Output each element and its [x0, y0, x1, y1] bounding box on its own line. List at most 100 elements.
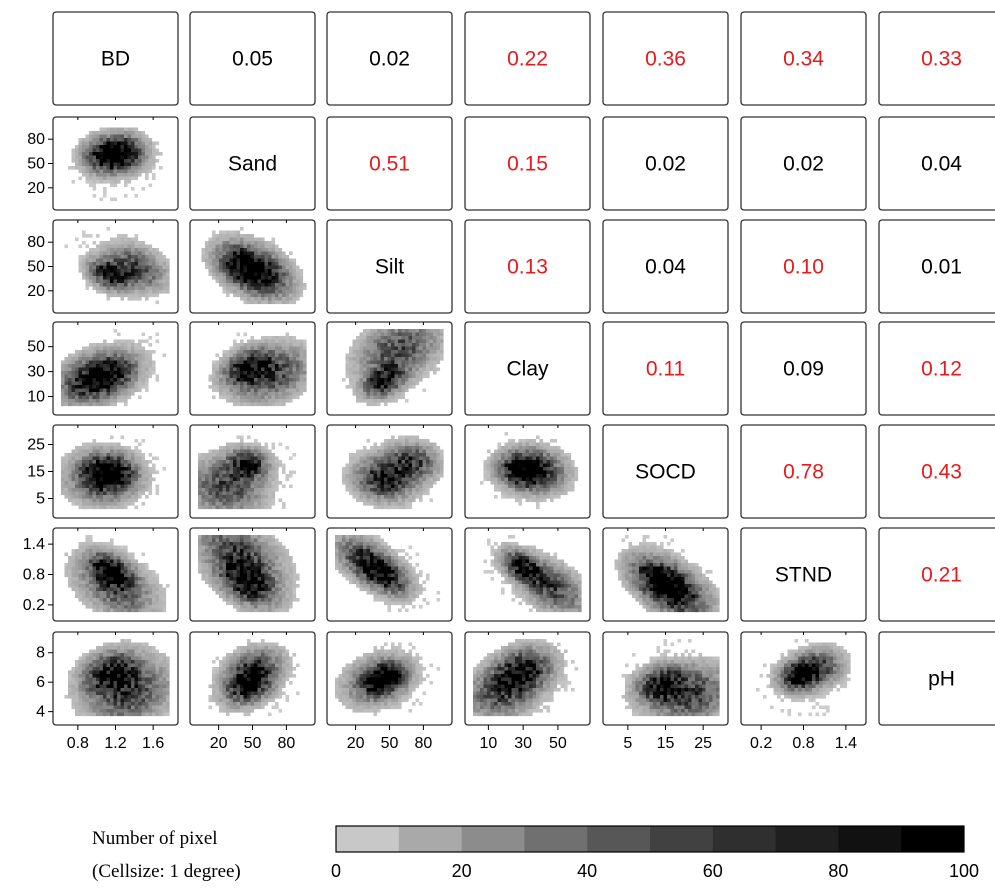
density-cells [621, 639, 720, 717]
correlation-value: 0.01 [921, 256, 962, 279]
y-tick-label: 80 [27, 131, 45, 148]
panel-socd-silt [326, 424, 453, 519]
panel-frame [740, 116, 867, 211]
panel-stnd-silt [326, 527, 453, 622]
panel-socd-ph: 0.43 [878, 424, 995, 519]
panel-frame [602, 219, 729, 314]
correlation-value: 0.36 [645, 48, 686, 71]
y-tick-label: 20 [27, 180, 45, 197]
x-tick-label: 15 [657, 735, 675, 752]
x-tick-label: 80 [415, 735, 433, 752]
x-tick-label: 50 [381, 735, 399, 752]
panel-socd-clay [464, 424, 591, 519]
panel-sand-stnd: 0.02 [740, 116, 867, 211]
correlation-value: 0.21 [921, 564, 962, 587]
y-tick-label: 8 [36, 645, 45, 662]
x-tick-label: 5 [623, 735, 632, 752]
density-cells [342, 329, 444, 407]
panel-bd-silt: 0.02 [326, 11, 453, 106]
correlation-value: 0.51 [369, 153, 410, 176]
panel-bd-sand: 0.05 [189, 11, 316, 106]
legend-colorbar [335, 825, 965, 853]
legend-bin [336, 826, 400, 852]
variable-label: STND [775, 564, 832, 587]
legend-tick-label: 0 [331, 861, 341, 881]
x-tick-label: 1.4 [835, 735, 857, 752]
density-cells [208, 332, 307, 407]
correlation-value: 0.04 [921, 153, 962, 176]
panel-sand-sand: Sand [189, 116, 316, 211]
panel-frame [878, 116, 995, 211]
legend-tick-labels: 0 20 40 60 80 100 [331, 861, 979, 881]
panel-socd-bd [52, 424, 179, 519]
x-tick-label: 80 [278, 735, 296, 752]
density-cells [342, 435, 444, 510]
panel-stnd-stnd: STND [740, 527, 867, 622]
density-cells [335, 535, 441, 613]
correlation-value: 0.33 [921, 48, 962, 71]
legend-tick-label: 20 [452, 861, 472, 881]
panel-clay-stnd: 0.09 [740, 321, 867, 416]
density-cells [64, 639, 170, 717]
panel-sand-bd [52, 116, 179, 211]
legend-bin [587, 826, 651, 852]
x-tick-label: 25 [694, 735, 712, 752]
density-cells [198, 535, 300, 613]
panel-frame [326, 219, 453, 314]
variable-label: SOCD [635, 461, 696, 484]
x-tick-label: 20 [347, 735, 365, 752]
legend-tick-label: 40 [577, 861, 597, 881]
panel-frame [464, 321, 591, 416]
panel-silt-sand [189, 219, 316, 314]
panel-bd-socd: 0.36 [602, 11, 729, 106]
correlation-value: 0.04 [645, 256, 686, 279]
y-tick-label: 80 [27, 234, 45, 251]
x-tick-label: 20 [210, 735, 228, 752]
correlation-value: 0.12 [921, 358, 962, 381]
panel-frame [602, 321, 729, 416]
panel-ph-clay [464, 631, 591, 726]
y-tick-label: 4 [36, 704, 45, 721]
panel-clay-ph: 0.12 [878, 321, 995, 416]
x-tick-label: 0.2 [750, 735, 772, 752]
legend-bin [650, 826, 714, 852]
panel-stnd-clay [464, 527, 591, 622]
correlation-value: 0.78 [783, 461, 824, 484]
correlation-value: 0.11 [646, 358, 685, 381]
variable-label: Clay [506, 358, 549, 381]
panel-frame [464, 219, 591, 314]
correlation-value: 0.02 [783, 153, 824, 176]
x-tick-label: 50 [549, 735, 567, 752]
panel-silt-socd: 0.04 [602, 219, 729, 314]
panel-silt-bd [52, 219, 179, 314]
panel-bd-ph: 0.33 [878, 11, 995, 106]
panel-socd-sand [189, 424, 316, 519]
panel-frame [189, 11, 316, 106]
panel-silt-stnd: 0.10 [740, 219, 867, 314]
y-tick-label: 25 [27, 437, 45, 454]
panel-ph-stnd [740, 631, 867, 726]
panel-frame [740, 219, 867, 314]
y-tick-label: 0.8 [23, 567, 45, 584]
correlation-value: 0.02 [369, 48, 410, 71]
y-tick-label: 50 [27, 339, 45, 356]
panel-clay-sand [189, 321, 316, 416]
panel-sand-socd: 0.02 [602, 116, 729, 211]
panel-frame [878, 424, 995, 519]
y-tick-label: 5 [36, 491, 45, 508]
panel-stnd-bd [52, 527, 179, 622]
panel-ph-sand [189, 631, 316, 726]
correlation-value: 0.15 [507, 153, 548, 176]
panel-frame [740, 527, 867, 622]
y-tick-label: 10 [27, 389, 45, 406]
panel-grid: BD 0.05 0.02 0.22 0.36 0.34 0.33 20 50 80 Sand 0.51… [23, 11, 995, 752]
panel-bd-bd: BD [52, 11, 179, 106]
x-tick-label: 1.6 [142, 735, 164, 752]
density-cells [61, 329, 167, 407]
legend-bin [775, 826, 839, 852]
panel-frame [878, 527, 995, 622]
correlation-value: 0.13 [507, 256, 548, 279]
panel-sand-silt: 0.51 [326, 116, 453, 211]
y-tick-label: 50 [27, 156, 45, 173]
panel-ph-silt [326, 631, 453, 726]
